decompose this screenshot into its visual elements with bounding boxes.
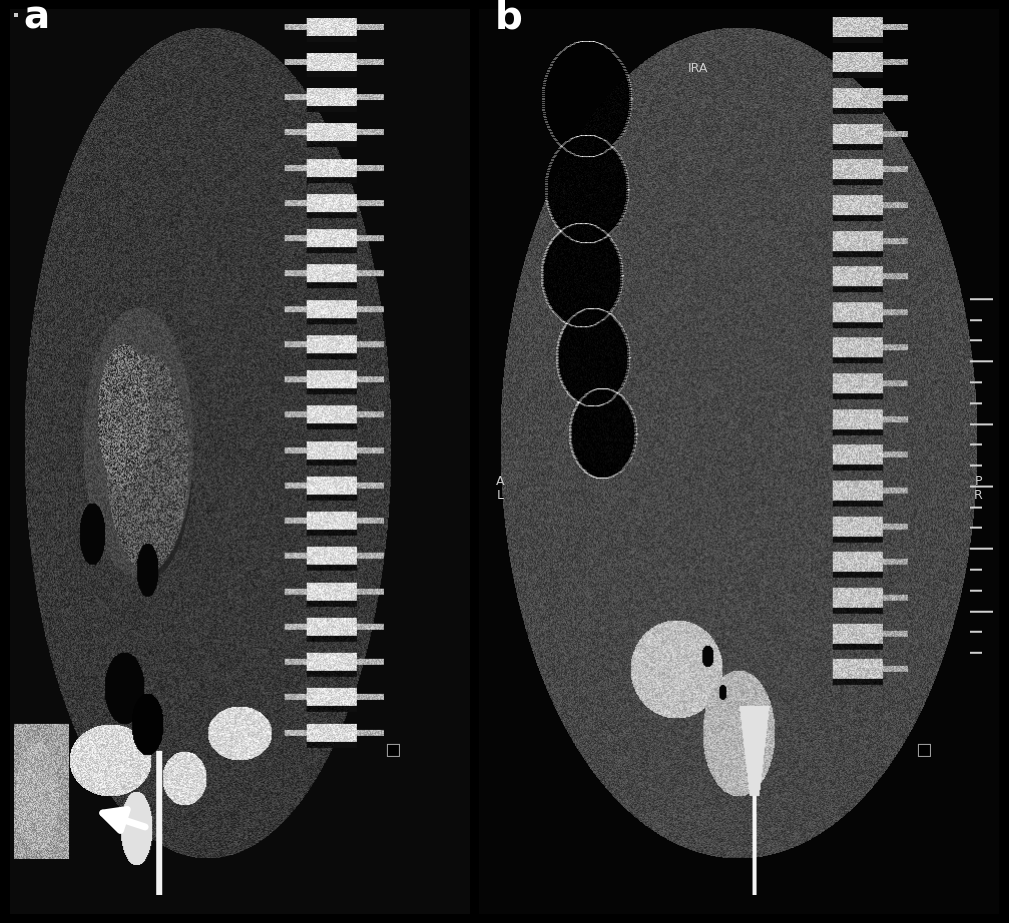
Text: P
R: P R — [974, 475, 983, 502]
Text: a: a — [24, 0, 50, 36]
Text: IRA: IRA — [687, 62, 707, 75]
Text: b: b — [494, 0, 523, 36]
Text: A
L: A L — [495, 475, 504, 502]
